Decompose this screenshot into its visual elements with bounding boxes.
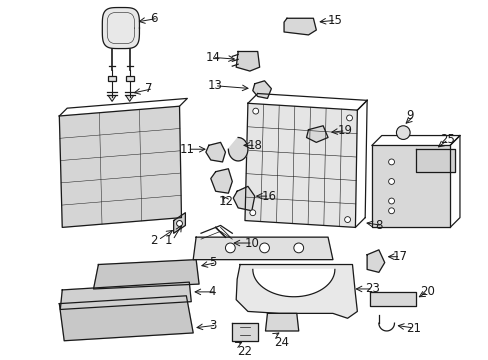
Polygon shape <box>173 213 185 233</box>
Polygon shape <box>60 282 191 310</box>
Polygon shape <box>193 237 332 260</box>
Text: 3: 3 <box>208 319 216 332</box>
Polygon shape <box>284 18 316 35</box>
Polygon shape <box>233 186 254 211</box>
Polygon shape <box>371 145 449 228</box>
Polygon shape <box>244 103 357 228</box>
Polygon shape <box>252 269 334 297</box>
Circle shape <box>388 208 394 214</box>
Polygon shape <box>236 51 259 71</box>
Circle shape <box>396 126 409 139</box>
Text: 25: 25 <box>440 133 454 146</box>
Circle shape <box>346 115 352 121</box>
Text: 1: 1 <box>164 234 172 247</box>
Polygon shape <box>210 169 232 193</box>
Polygon shape <box>102 8 139 49</box>
Text: 2: 2 <box>150 234 158 247</box>
Circle shape <box>252 108 258 114</box>
Text: 23: 23 <box>365 283 379 296</box>
Polygon shape <box>59 106 181 228</box>
Text: 21: 21 <box>406 321 420 334</box>
Polygon shape <box>59 296 193 341</box>
Text: 5: 5 <box>208 256 216 269</box>
Circle shape <box>388 179 394 184</box>
Text: 12: 12 <box>218 194 233 207</box>
Polygon shape <box>306 126 327 143</box>
Polygon shape <box>252 81 271 98</box>
Circle shape <box>388 198 394 204</box>
Polygon shape <box>232 323 257 341</box>
Text: 16: 16 <box>261 190 276 203</box>
Polygon shape <box>93 260 199 289</box>
Polygon shape <box>236 265 357 318</box>
Bar <box>125 76 133 81</box>
Text: 20: 20 <box>419 285 434 298</box>
Polygon shape <box>205 143 225 162</box>
Bar <box>108 76 116 81</box>
Circle shape <box>176 221 182 226</box>
Text: 6: 6 <box>150 12 158 25</box>
Text: 11: 11 <box>180 143 195 156</box>
Polygon shape <box>415 149 454 172</box>
Text: 17: 17 <box>392 250 407 263</box>
Text: 14: 14 <box>205 51 220 64</box>
Text: 4: 4 <box>208 285 216 298</box>
Circle shape <box>388 159 394 165</box>
Polygon shape <box>265 313 298 331</box>
Polygon shape <box>108 95 116 102</box>
Polygon shape <box>228 138 247 161</box>
Polygon shape <box>366 250 384 272</box>
Text: 22: 22 <box>237 345 252 357</box>
Text: 8: 8 <box>374 219 382 232</box>
Polygon shape <box>125 95 133 102</box>
Circle shape <box>293 243 303 253</box>
Text: 19: 19 <box>337 124 352 137</box>
Circle shape <box>259 243 269 253</box>
Text: 24: 24 <box>274 336 289 349</box>
Text: 18: 18 <box>247 139 262 152</box>
Text: 10: 10 <box>244 237 259 249</box>
Text: 7: 7 <box>145 82 153 95</box>
Polygon shape <box>369 292 415 306</box>
Text: 15: 15 <box>327 14 342 27</box>
Circle shape <box>344 217 350 222</box>
Text: 13: 13 <box>207 79 222 92</box>
Circle shape <box>225 243 235 253</box>
Circle shape <box>249 210 255 216</box>
Text: 9: 9 <box>406 109 413 122</box>
